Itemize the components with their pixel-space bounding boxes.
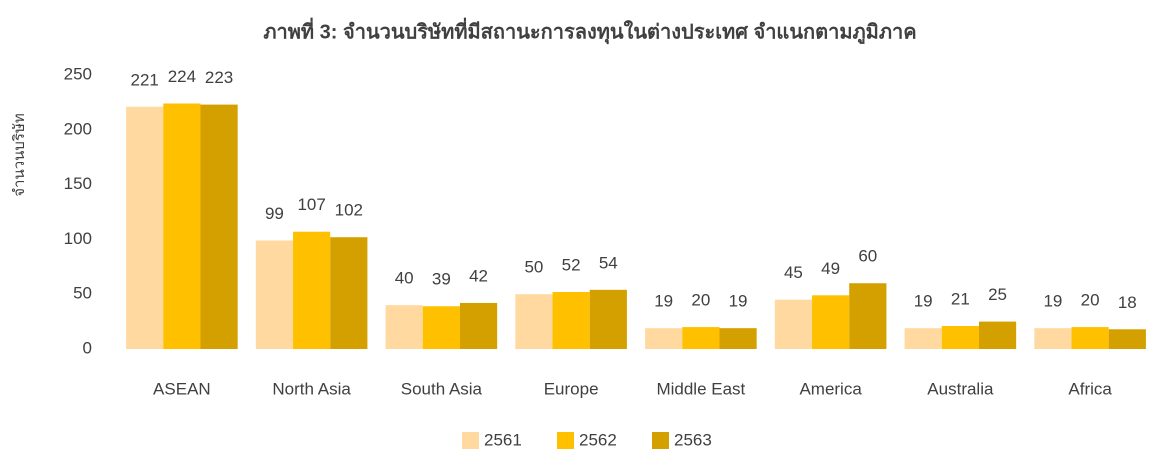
data-label: 19: [729, 292, 748, 311]
data-label: 49: [821, 259, 840, 278]
bar: [515, 294, 553, 349]
bar: [385, 305, 423, 349]
x-tick-label: Europe: [544, 379, 599, 398]
x-tick-label: Australia: [927, 379, 994, 398]
x-tick-label: North Asia: [272, 379, 351, 398]
bar: [719, 328, 757, 349]
bar: [422, 306, 460, 349]
bar: [1108, 329, 1146, 349]
x-tick-label: Middle East: [656, 379, 745, 398]
bar: [774, 299, 813, 349]
x-tick-label: ASEAN: [153, 379, 211, 398]
data-label: 19: [914, 292, 933, 311]
bar: [293, 231, 331, 349]
legend-label: 2563: [674, 430, 712, 449]
data-label: 21: [951, 289, 970, 308]
data-label: 18: [1118, 293, 1137, 312]
bar: [682, 327, 720, 349]
data-label: 19: [1043, 292, 1062, 311]
data-label: 42: [469, 266, 488, 285]
data-label: 224: [168, 67, 196, 86]
data-label: 60: [858, 247, 877, 266]
bar: [978, 321, 1017, 349]
data-label: 52: [562, 255, 581, 274]
x-tick-label: America: [799, 379, 862, 398]
y-tick-label: 50: [73, 284, 92, 303]
data-label: 107: [297, 195, 325, 214]
bar: [200, 104, 238, 349]
data-label: 223: [205, 68, 233, 87]
bar: [1034, 328, 1072, 349]
bar: [904, 328, 942, 349]
bar: [459, 302, 498, 349]
data-label: 99: [265, 204, 284, 223]
data-label: 20: [691, 291, 710, 310]
y-tick-label: 0: [83, 338, 92, 357]
chart-title: ภาพที่ 3: จำนวนบริษัทที่มีสถานะการลงทุนใ…: [263, 16, 916, 45]
bar: [645, 328, 683, 349]
bar: [941, 325, 979, 349]
bar: [812, 295, 850, 349]
bar: [126, 106, 164, 349]
bar: [849, 283, 887, 349]
data-label: 221: [130, 70, 158, 89]
bar: [589, 289, 627, 349]
legend-swatch: [652, 432, 669, 449]
y-axis-label: จำนวนบริษัท: [11, 113, 28, 197]
data-label: 102: [335, 201, 363, 220]
data-label: 40: [395, 269, 414, 288]
legend-label: 2561: [484, 430, 522, 449]
y-tick-label: 250: [64, 64, 92, 83]
data-label: 19: [654, 292, 673, 311]
bar: [163, 103, 201, 349]
bar: [255, 240, 294, 349]
y-tick-label: 150: [64, 174, 92, 193]
legend-swatch: [557, 432, 574, 449]
data-label: 20: [1081, 291, 1100, 310]
data-label: 54: [599, 253, 618, 272]
legend-label: 2562: [579, 430, 617, 449]
y-tick-label: 200: [64, 119, 92, 138]
data-label: 39: [432, 270, 451, 289]
x-tick-label: South Asia: [401, 379, 483, 398]
x-tick-label: Africa: [1068, 379, 1112, 398]
data-label: 25: [988, 285, 1007, 304]
y-tick-label: 100: [64, 229, 92, 248]
legend-swatch: [462, 432, 479, 449]
bar: [1071, 327, 1109, 349]
bar: [552, 292, 590, 349]
bar: [330, 237, 368, 349]
data-label: 50: [524, 258, 543, 277]
data-label: 45: [784, 263, 803, 282]
